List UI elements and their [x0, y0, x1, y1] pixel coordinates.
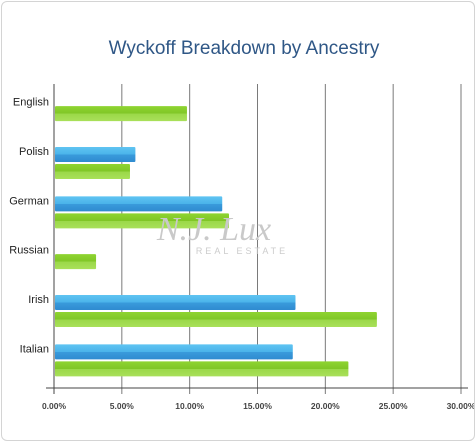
watermark-main: N.J. Lux [156, 211, 271, 248]
axes [46, 84, 468, 394]
bars [55, 106, 377, 377]
bar-german-series-2 [55, 213, 230, 229]
bar-english-series-2 [55, 106, 187, 122]
bar-italian-series-2 [55, 361, 349, 377]
bar-russian-series-2 [55, 254, 97, 270]
bar-irish-series-1 [55, 295, 296, 310]
x-tick-label: 25.00% [379, 401, 408, 411]
bar-italian-series-1 [55, 344, 293, 360]
gridlines [121, 84, 462, 394]
x-tick-label: 5.00% [110, 401, 135, 411]
x-tick-label: 30.00% [447, 401, 474, 411]
category-label: Polish [19, 146, 49, 158]
chart-title: Wyckoff Breakdown by Ancestry [109, 38, 380, 59]
category-labels: English Polish German Russian Irish Italian [9, 97, 49, 356]
x-tick-labels: 0.00% 5.00% 10.00% 15.00% 20.00% 25.00% 30.00% [42, 401, 474, 411]
category-label: Irish [28, 294, 49, 306]
bar-polish-series-1 [55, 147, 136, 162]
x-tick-label: 10.00% [175, 401, 204, 411]
category-label: Italian [20, 343, 49, 355]
bar-polish-series-2 [55, 164, 130, 179]
x-tick-label: 15.00% [243, 401, 272, 411]
category-label: German [9, 195, 49, 207]
x-tick-label: 0.00% [42, 401, 67, 411]
category-label: English [13, 97, 49, 109]
x-tick-label: 20.00% [311, 401, 340, 411]
watermark-logo: N.J. Lux REAL ESTATE [156, 211, 288, 256]
bar-german-series-1 [55, 196, 223, 212]
category-label: Russian [9, 245, 49, 257]
bar-irish-series-2 [55, 312, 377, 327]
watermark-sub: REAL ESTATE [196, 246, 288, 256]
